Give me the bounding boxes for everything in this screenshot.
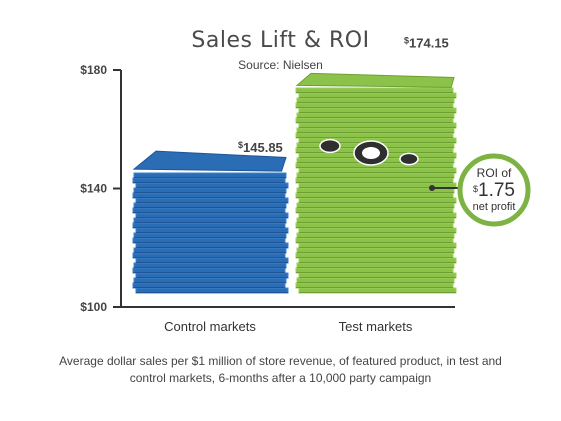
money-icons [319,138,419,166]
coin-icon [319,138,341,154]
chart-title: Sales Lift & ROI [191,28,370,53]
roi-badge [457,153,531,227]
y-tick-label: $140 [80,182,107,196]
y-tick-label: $100 [80,300,107,314]
coin-icon [399,152,419,166]
value-label: $145.85 [238,140,283,155]
bar-control-markets [132,150,289,294]
roi-line3: net profit [473,201,516,213]
roi-amount: $1.75 [473,180,515,201]
annotation-leader-dot [429,185,435,191]
chart-caption: Average dollar sales per $1 million of s… [59,354,502,385]
category-label: Test markets [339,319,413,334]
bar-top-face [295,72,455,88]
category-label: Control markets [164,319,256,334]
bar-top-face [132,150,287,172]
y-tick-label: $180 [80,63,107,77]
roi-line1: ROI of [477,166,512,180]
bar-test-markets [295,72,457,294]
value-label: $174.15 [404,35,449,50]
chart-subtitle: Source: Nielsen [238,58,323,72]
dollar-icon [362,147,380,159]
